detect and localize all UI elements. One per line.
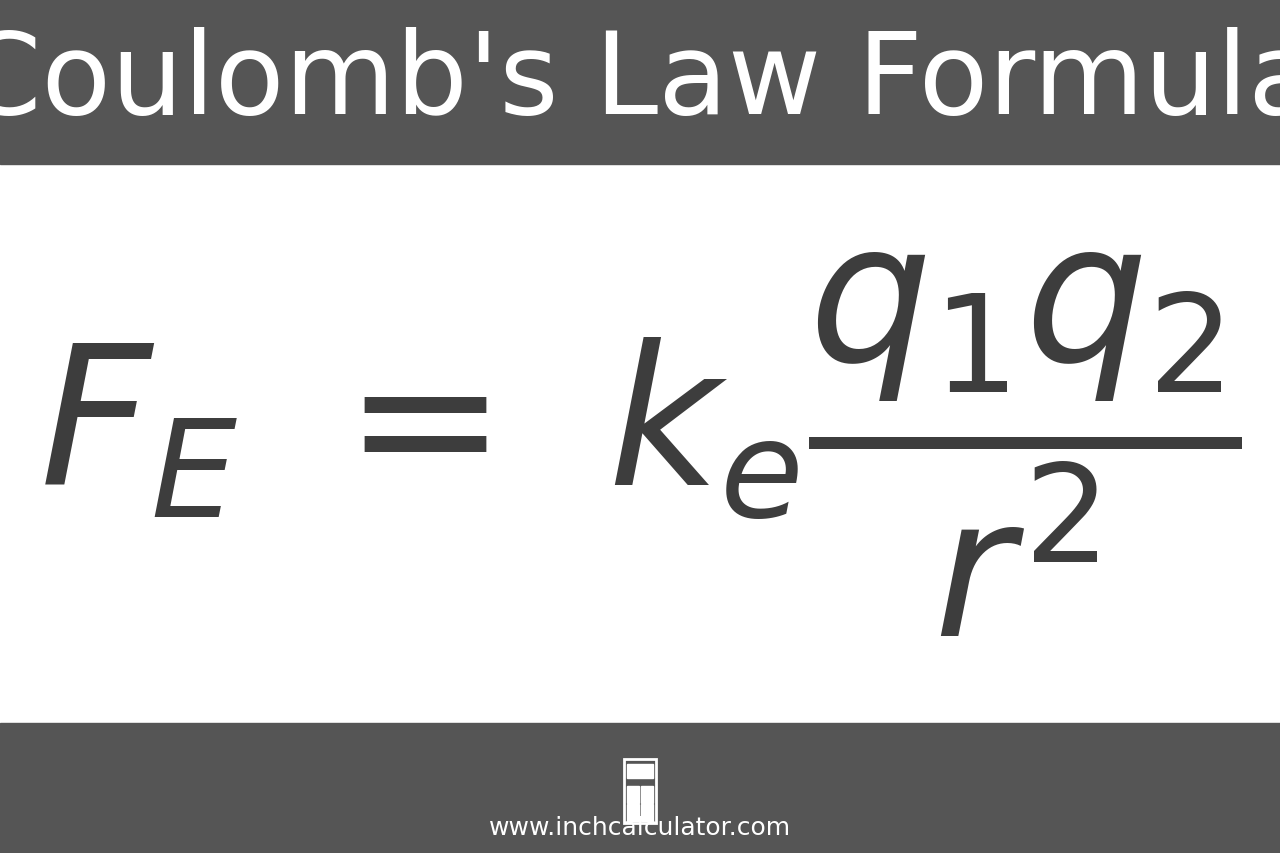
Bar (641, 804, 653, 821)
Text: $\mathit{F}_{\mathit{E}}\ =\ \mathit{k}_{\mathit{e}}\dfrac{\mathit{q}_{1}\mathit: $\mathit{F}_{\mathit{E}}\ =\ \mathit{k}_… (38, 250, 1242, 638)
Bar (0, 0, 1280, 165)
Bar (641, 786, 653, 803)
Text: www.inchcalculator.com: www.inchcalculator.com (489, 815, 791, 839)
Text: Coulomb's Law Formula: Coulomb's Law Formula (0, 27, 1280, 137)
Bar (625, 759, 657, 823)
Bar (0, 723, 1280, 853)
Bar (627, 804, 639, 821)
Bar (627, 764, 653, 778)
Bar (627, 786, 639, 803)
